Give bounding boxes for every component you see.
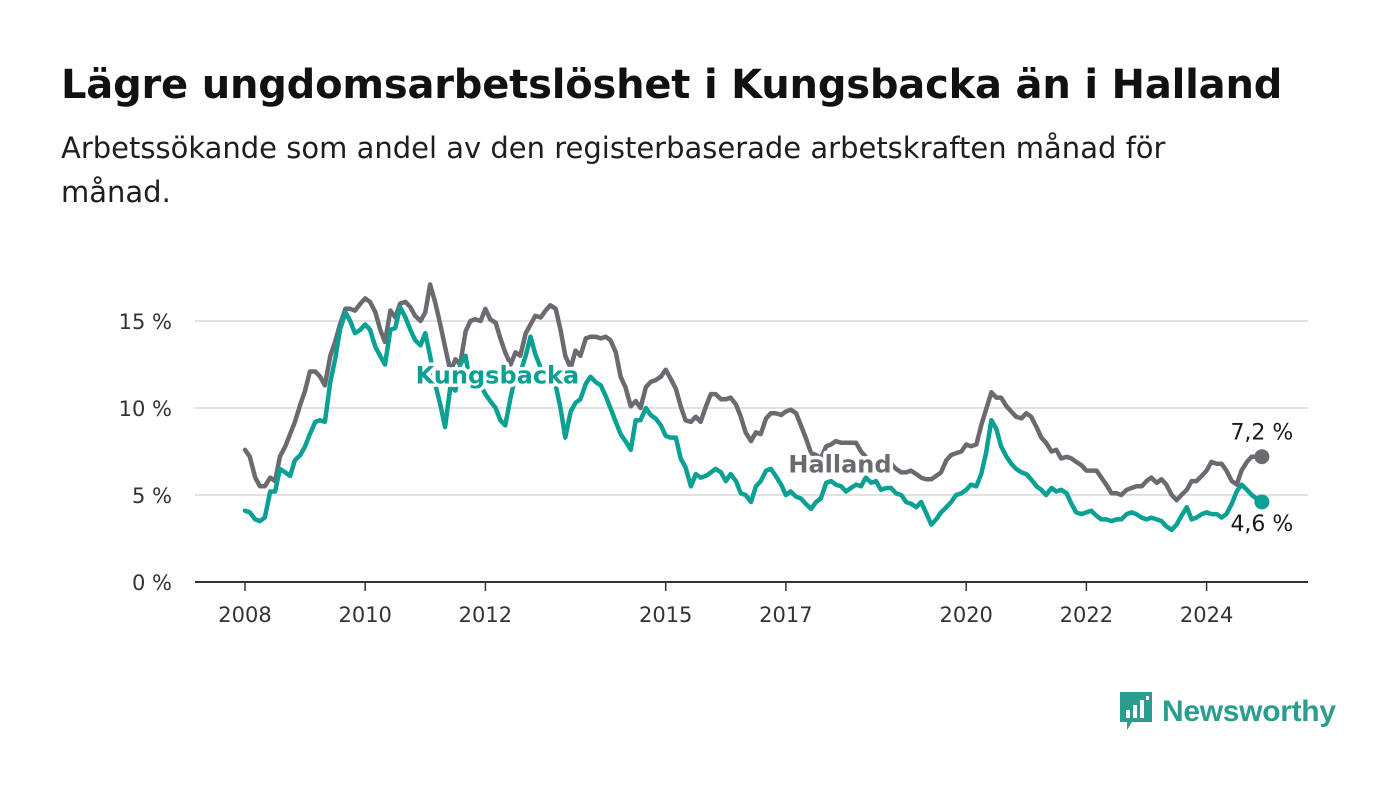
x-tick-label: 2024 (1180, 603, 1233, 627)
chart-title: Lägre ungdomsarbetslöshet i Kungsbacka ä… (61, 62, 1283, 108)
newsworthy-logo: Newsworthy (1118, 690, 1336, 734)
x-tick-label: 2010 (338, 603, 391, 627)
series-line-halland (242, 282, 1265, 503)
end-value-label-kungsbacka: 4,6 % (1230, 512, 1293, 537)
bar-chart-speech-bubble-icon (1120, 692, 1152, 730)
series-line-kungsbacka (242, 304, 1265, 533)
y-tick-label: 0 % (132, 571, 172, 595)
x-tick-label: 2017 (759, 603, 812, 627)
logo-text: Newsworthy (1162, 695, 1336, 728)
end-value-label-halland: 7,2 % (1230, 421, 1293, 446)
y-tick-label: 10 % (119, 397, 172, 421)
x-tick-label: 2012 (459, 603, 512, 627)
y-tick-label: 15 % (119, 310, 172, 334)
series-label-halland: Halland (788, 450, 891, 478)
end-point-kungsbacka (1254, 494, 1270, 510)
chart-subtitle: Arbetssökande som andel av den registerb… (61, 131, 1166, 209)
x-tick-label: 2022 (1060, 603, 1113, 627)
x-tick-label: 2020 (939, 603, 992, 627)
x-tick-label: 2015 (639, 603, 692, 627)
series-layer (242, 282, 1270, 533)
x-tick-label: 2008 (218, 603, 271, 627)
y-tick-label: 5 % (132, 484, 172, 508)
label-layer: Halland Kungsbacka 7,2 % 4,6 % (412, 358, 1296, 539)
end-point-halland (1254, 449, 1270, 465)
series-label-kungsbacka: Kungsbacka (416, 362, 580, 390)
